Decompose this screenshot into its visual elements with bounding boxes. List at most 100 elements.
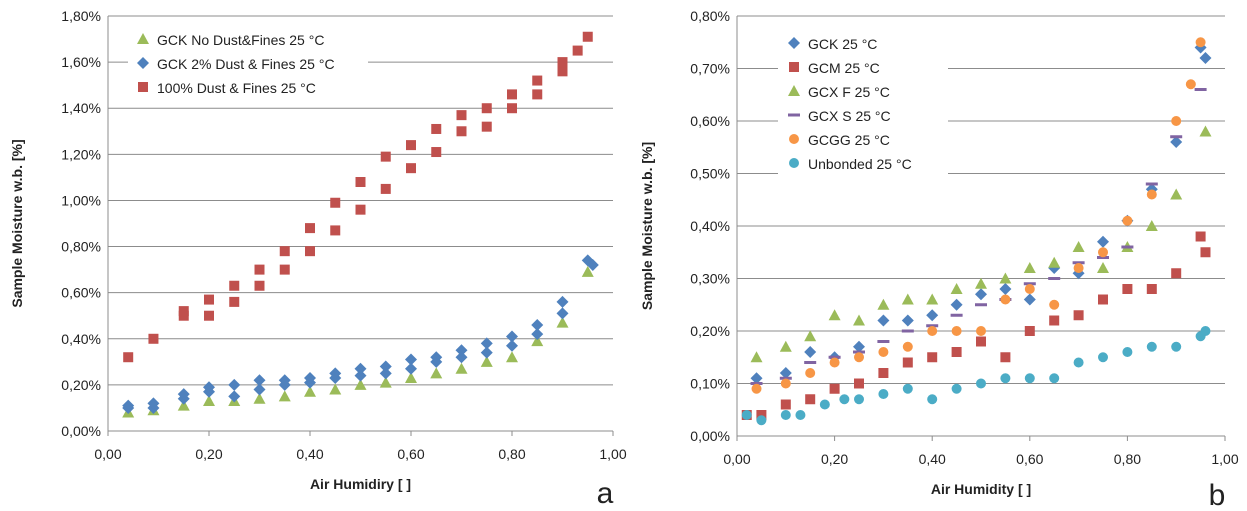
y-tick-label: 0,70% [690, 61, 730, 77]
legend-entry: GCK No Dust&Fines 25 °C [157, 32, 324, 48]
data-point [976, 336, 986, 347]
data-point [253, 383, 266, 396]
data-point [878, 389, 889, 399]
legend-marker [789, 158, 799, 168]
data-point [926, 324, 939, 328]
data-point [228, 390, 241, 403]
legend-marker [137, 33, 149, 44]
data-point [795, 410, 806, 420]
y-tick-label: 0,40% [61, 331, 101, 347]
data-point [901, 314, 914, 327]
data-point [379, 360, 392, 373]
data-point [1073, 310, 1084, 321]
data-point [355, 204, 366, 215]
data-point [480, 337, 493, 350]
data-point [1122, 347, 1133, 357]
data-point [1097, 256, 1109, 259]
data-point [976, 378, 986, 389]
data-point [878, 347, 889, 357]
data-point [926, 293, 939, 305]
data-point [927, 394, 938, 405]
data-point [951, 326, 962, 336]
data-point [531, 328, 544, 341]
data-point [305, 246, 315, 257]
data-point [1200, 247, 1211, 258]
data-point [853, 340, 865, 353]
data-point [779, 340, 792, 352]
data-point [203, 381, 215, 394]
data-point [329, 383, 342, 395]
data-point [756, 410, 767, 420]
data-point [804, 346, 817, 358]
legend-entry: GCM 25 °C [808, 60, 880, 76]
legend-marker [788, 85, 800, 96]
y-tick-label: 0,30% [690, 271, 730, 287]
data-point [877, 340, 890, 343]
data-point [1049, 315, 1060, 326]
data-point [506, 330, 518, 343]
legend-entry: GCK 25 °C [808, 36, 877, 52]
data-point [379, 367, 392, 380]
data-point [951, 383, 962, 394]
data-point [975, 277, 987, 289]
data-point [828, 309, 841, 321]
legend-entry: GCX F 25 °C [808, 84, 890, 100]
data-point [780, 378, 791, 389]
data-point [572, 45, 583, 56]
legend-marker [788, 37, 800, 49]
data-point [1195, 231, 1206, 242]
data-point [278, 390, 291, 402]
y-axis-title: Sample Moisture w.b. [%] [639, 142, 655, 310]
data-point [1097, 235, 1109, 248]
x-tick-label: 0,20 [195, 446, 222, 462]
data-point [330, 225, 341, 236]
series-3 [123, 31, 593, 363]
data-point [147, 397, 160, 410]
data-point [1185, 79, 1196, 90]
y-tick-label: 1,00% [61, 192, 101, 208]
data-point [1098, 294, 1108, 305]
data-point [819, 399, 830, 410]
data-point [177, 388, 190, 401]
data-point [123, 352, 134, 363]
data-point [430, 367, 443, 379]
panel-label: b [1209, 479, 1226, 511]
data-point [829, 357, 840, 368]
data-point [1146, 189, 1157, 200]
data-point [380, 183, 391, 194]
data-point [950, 313, 963, 317]
data-point [380, 151, 391, 162]
series-3 [750, 125, 1212, 363]
data-point [204, 310, 214, 321]
x-tick-label: 0,80 [498, 446, 525, 462]
data-point [805, 394, 816, 405]
data-point [506, 351, 518, 363]
data-point [1000, 373, 1011, 384]
data-point [1098, 247, 1108, 258]
x-tick-label: 0,00 [94, 446, 121, 462]
data-point [556, 295, 569, 308]
legend-entry: GCX S 25 °C [808, 108, 891, 124]
data-point [228, 378, 241, 391]
data-point [805, 368, 816, 378]
legend: GCK 25 °C GCM 25 °C GCX F 25 °C GCX S 25 °C… [778, 30, 948, 180]
y-tick-label: 0,00% [690, 428, 730, 444]
data-point [405, 362, 417, 375]
data-point [406, 163, 416, 174]
data-point [581, 265, 594, 277]
data-point [804, 330, 817, 342]
data-point [751, 383, 762, 394]
data-point [455, 344, 468, 357]
data-point [1049, 373, 1060, 384]
y-tick-label: 0,60% [61, 285, 101, 301]
series-1 [122, 265, 594, 418]
data-point [854, 352, 864, 363]
series-2 [122, 254, 599, 414]
panel-label: a [597, 477, 614, 510]
data-point [901, 293, 914, 305]
data-point [405, 371, 417, 383]
data-point [556, 316, 569, 328]
data-point [950, 283, 963, 294]
data-point [1072, 241, 1085, 252]
